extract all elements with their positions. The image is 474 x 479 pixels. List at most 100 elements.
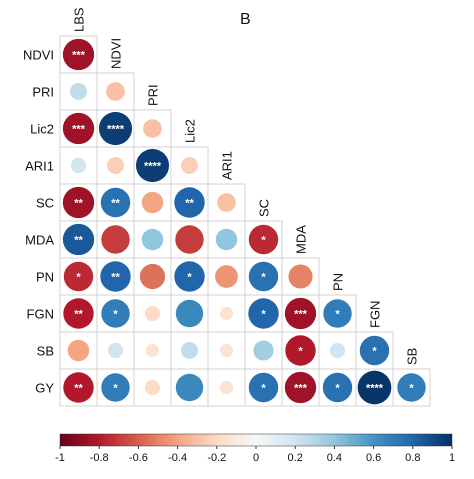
column-label-lbs: LBS	[72, 7, 87, 32]
cell-gy-fgn: ****	[355, 368, 394, 407]
significance-marker: *	[335, 383, 340, 395]
row-label-ari1: ARI1	[25, 159, 54, 174]
correlation-circle	[174, 187, 205, 218]
cell-lic2-pri	[133, 109, 172, 148]
cell-gy-mda: ***	[281, 368, 320, 407]
correlation-circle	[135, 148, 170, 183]
cell-lic2-ndvi: ****	[96, 109, 135, 148]
row-label-lic2: Lic2	[30, 122, 54, 137]
cell-ari1-lbs	[59, 146, 98, 185]
significance-marker: ***	[294, 309, 308, 321]
cell-sb-lic2	[170, 331, 209, 370]
correlation-circle	[106, 82, 125, 101]
colorbar-tick-label: -0.6	[129, 452, 148, 464]
correlation-circle	[145, 343, 160, 358]
correlation-circle	[141, 228, 164, 251]
cell-pn-mda	[281, 257, 320, 296]
cell-sb-pn	[318, 331, 357, 370]
cell-gy-sc: *	[244, 368, 283, 407]
cell-fgn-mda: ***	[281, 294, 320, 333]
correlation-circle	[139, 263, 166, 290]
correlation-circle	[284, 297, 317, 330]
cell-fgn-pri	[133, 294, 172, 333]
colorbar-tick-label: 0.4	[327, 452, 342, 464]
row-label-pn: PN	[36, 270, 54, 285]
correlation-circle	[101, 299, 130, 328]
cell-gy-ari1	[207, 368, 246, 407]
correlation-circle	[215, 265, 238, 288]
column-label-ari1: ARI1	[220, 151, 235, 180]
colorbar-tick-label: 0	[253, 452, 259, 464]
significance-marker: **	[74, 383, 83, 395]
row-label-gy: GY	[35, 381, 54, 396]
correlation-circle	[100, 261, 131, 292]
cell-pn-lic2: *	[170, 257, 209, 296]
colorbar-tick-label: 0.6	[366, 452, 381, 464]
correlation-circle	[181, 342, 198, 359]
colorbar-tick-label: -0.2	[207, 452, 226, 464]
row-label-mda: MDA	[25, 233, 54, 248]
correlation-circle	[219, 380, 234, 395]
significance-marker: *	[298, 346, 303, 358]
row-label-fgn: FGN	[27, 307, 54, 322]
correlation-circle	[288, 264, 313, 289]
correlation-circle	[217, 193, 236, 212]
correlation-circle	[285, 335, 316, 366]
correlation-circle	[144, 305, 161, 322]
significance-marker: **	[74, 198, 83, 210]
cell-sb-pri	[133, 331, 172, 370]
cell-fgn-lbs: **	[59, 294, 98, 333]
significance-marker: *	[261, 272, 266, 284]
cell-gy-pn: *	[318, 368, 357, 407]
correlation-circle	[174, 261, 205, 292]
cell-fgn-lic2	[170, 294, 209, 333]
matrix-cells: ****** ********** ** **** ** ** * *** * * *** ** ***…	[59, 35, 431, 407]
significance-marker: **	[74, 309, 83, 321]
correlation-circle	[70, 83, 87, 100]
cell-mda-pri	[133, 220, 172, 259]
cell-pn-ndvi: **	[96, 257, 135, 296]
correlation-circle	[284, 371, 317, 404]
cell-sb-mda: *	[281, 331, 320, 370]
significance-marker: ***	[72, 124, 86, 136]
correlation-circle	[62, 112, 95, 145]
cell-lic2-lbs: ***	[59, 109, 98, 148]
cell-pri-ndvi	[96, 72, 135, 111]
correlation-circle	[62, 38, 95, 71]
column-label-sb: SB	[405, 348, 420, 365]
correlation-circle	[357, 370, 392, 405]
cell-sc-lbs: **	[59, 183, 98, 222]
significance-marker: ****	[144, 161, 162, 173]
correlation-circle	[248, 298, 279, 329]
correlation-circle	[63, 372, 94, 403]
column-label-ndvi: NDVI	[109, 38, 124, 69]
correlation-circle	[63, 298, 94, 329]
significance-marker: ***	[294, 383, 308, 395]
row-label-ndvi: NDVI	[23, 48, 54, 63]
correlation-circle	[175, 225, 204, 254]
row-labels: NDVI PRI Lic2 ARI1 SC MDA PN FGN SB GY	[23, 48, 54, 396]
column-label-fgn: FGN	[368, 301, 383, 328]
cell-gy-ndvi: *	[96, 368, 135, 407]
cell-gy-lbs: **	[59, 368, 98, 407]
correlation-circle	[143, 119, 162, 138]
column-label-pn: PN	[331, 273, 346, 291]
correlation-circle	[397, 373, 426, 402]
correlation-circle	[100, 187, 131, 218]
cell-sb-ari1	[207, 331, 246, 370]
significance-marker: *	[409, 383, 414, 395]
cell-sc-ari1	[207, 183, 246, 222]
cell-mda-ari1	[207, 220, 246, 259]
cell-pri-lbs	[59, 72, 98, 111]
column-labels: LBS NDVI PRI Lic2 ARI1 SC MDA PN FGN SB	[72, 7, 420, 365]
significance-marker: ***	[72, 50, 86, 62]
correlation-circle	[322, 372, 353, 403]
correlation-circle	[175, 373, 204, 402]
correlation-circle	[98, 111, 133, 146]
cell-mda-lbs: **	[59, 220, 98, 259]
correlation-circle	[248, 224, 279, 255]
row-label-sc: SC	[36, 196, 54, 211]
significance-marker: **	[74, 235, 83, 247]
